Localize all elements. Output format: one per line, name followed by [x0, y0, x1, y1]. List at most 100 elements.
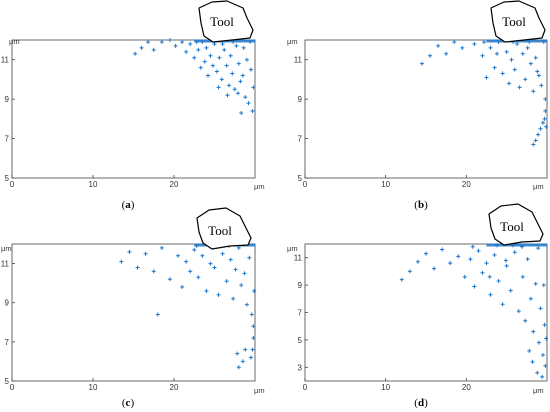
panel-c-y-unit: μm — [1, 244, 12, 253]
data-point — [476, 248, 481, 253]
x-tick-label: 10 — [89, 383, 98, 392]
data-point — [494, 51, 499, 56]
data-point — [176, 253, 181, 258]
data-point — [251, 335, 256, 340]
data-point — [198, 65, 203, 70]
data-point — [244, 57, 249, 62]
data-point — [500, 71, 505, 76]
data-point — [472, 41, 477, 46]
y-tick-label: 7 — [5, 338, 10, 347]
data-point — [243, 347, 248, 352]
data-point — [127, 249, 132, 254]
y-tick-label: 7 — [5, 135, 10, 144]
panel-b: 0 10 20 5 7 9 11 μm μm (b) Tool — [287, 0, 549, 211]
data-point — [444, 51, 449, 56]
panel-c-plot: 0 10 20 5 7 9 11 — [1, 243, 257, 392]
data-point — [541, 39, 546, 44]
x-tick-label: 10 — [381, 180, 390, 189]
data-point — [452, 39, 457, 44]
x-tick-label: 10 — [89, 180, 98, 189]
data-point — [214, 69, 219, 74]
panel-a-plot: 0 10 20 5 7 9 11 — [1, 38, 256, 189]
x-tick-label: 20 — [462, 180, 471, 189]
data-point — [496, 278, 501, 283]
data-point — [407, 269, 412, 274]
data-point — [236, 365, 241, 370]
data-point — [241, 45, 246, 50]
data-point — [538, 306, 543, 311]
data-point — [225, 93, 230, 98]
plot-frame-b — [304, 39, 548, 179]
data-point — [202, 59, 207, 64]
data-point — [530, 359, 535, 364]
data-point — [143, 251, 148, 256]
data-point — [527, 39, 532, 44]
data-point — [228, 257, 233, 262]
data-point — [544, 124, 549, 129]
data-point — [159, 39, 164, 44]
data-point — [484, 261, 489, 266]
y-tick-label: 9 — [298, 281, 303, 290]
panel-d-caption: (d) — [414, 397, 428, 409]
data-point — [472, 284, 477, 289]
data-point — [208, 261, 213, 266]
data-point — [234, 43, 239, 48]
data-point — [432, 266, 437, 271]
data-point — [216, 292, 221, 297]
data-point — [210, 63, 215, 68]
data-point — [184, 259, 189, 264]
data-point — [424, 251, 428, 256]
tool-icon-c: Tool — [196, 207, 252, 250]
data-point — [460, 45, 465, 50]
data-point — [240, 359, 245, 364]
data-point — [135, 265, 140, 270]
data-point — [204, 45, 209, 50]
data-point — [242, 271, 247, 276]
data-point — [249, 312, 254, 317]
panel-d-plot: 0 10 20 3 5 7 9 11 — [294, 243, 549, 392]
data-point — [542, 116, 547, 121]
data-point — [247, 255, 252, 260]
data-point — [533, 55, 538, 60]
data-point — [517, 85, 522, 90]
data-point — [448, 261, 453, 266]
data-point — [415, 259, 420, 264]
data-point — [146, 39, 151, 44]
panel-a-y-unit: μm — [9, 37, 20, 46]
data-point — [248, 39, 253, 44]
data-point — [531, 142, 536, 147]
tool-icon-d: Tool — [488, 203, 544, 246]
data-point — [217, 55, 222, 60]
data-point — [250, 347, 255, 352]
data-point — [151, 47, 156, 52]
y-tick-label: 9 — [5, 95, 10, 104]
data-point — [220, 41, 225, 46]
data-point — [200, 39, 205, 44]
y-tick-label: 5 — [298, 174, 303, 183]
data-point — [536, 73, 541, 78]
plot-frame-d — [304, 243, 548, 382]
plot-frame-a — [11, 39, 256, 179]
data-point — [503, 258, 508, 263]
data-point — [516, 309, 521, 314]
tool-icon-b: Tool — [490, 0, 546, 43]
data-point — [536, 246, 541, 251]
data-point — [436, 43, 441, 48]
data-point — [236, 61, 241, 66]
tool-label-c: Tool — [208, 223, 232, 238]
data-point — [216, 85, 221, 90]
data-point — [251, 85, 256, 90]
data-point — [208, 53, 213, 58]
y-tick-label: 5 — [298, 336, 303, 345]
data-point — [228, 53, 233, 58]
data-point — [206, 73, 211, 78]
data-point — [536, 340, 541, 345]
data-point — [525, 45, 530, 50]
data-point — [227, 83, 232, 88]
data-point — [519, 244, 524, 249]
panel-b-plot: 0 10 20 5 7 9 11 — [294, 39, 549, 189]
tool-label-b: Tool — [502, 14, 526, 29]
data-point — [235, 351, 240, 356]
panel-a: 0 10 20 5 7 9 11 μm μm (a) Tool — [1, 0, 265, 211]
